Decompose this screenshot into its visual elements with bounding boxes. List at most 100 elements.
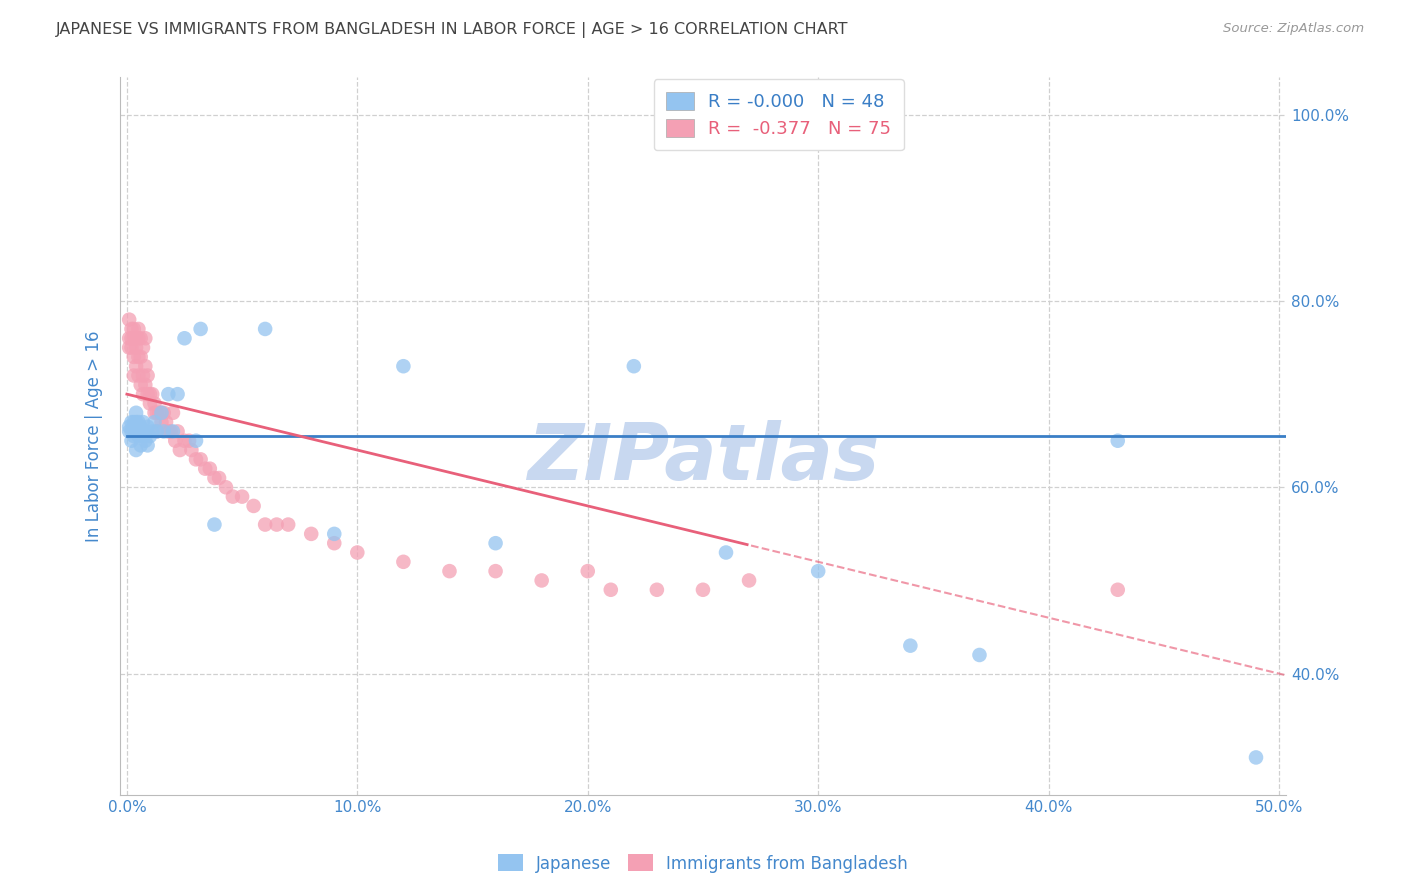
Point <box>132 341 155 355</box>
Point <box>125 341 148 355</box>
Point <box>738 574 761 588</box>
Point <box>129 331 152 345</box>
Point <box>118 425 141 439</box>
Point <box>121 341 143 355</box>
Point <box>125 425 148 439</box>
Point <box>204 517 226 532</box>
Point <box>132 387 155 401</box>
Point <box>222 490 245 504</box>
Point <box>231 490 253 504</box>
Point <box>204 471 226 485</box>
Point <box>254 322 277 336</box>
Point <box>190 452 212 467</box>
Point <box>139 396 162 410</box>
Point <box>969 648 991 662</box>
Point <box>122 350 145 364</box>
Point <box>150 406 173 420</box>
Point <box>122 419 145 434</box>
Point <box>180 443 202 458</box>
Point <box>266 517 288 532</box>
Point <box>166 425 188 439</box>
Point <box>143 406 166 420</box>
Point <box>177 434 200 448</box>
Point <box>134 331 156 345</box>
Point <box>146 406 169 420</box>
Point <box>122 429 145 443</box>
Legend: Japanese, Immigrants from Bangladesh: Japanese, Immigrants from Bangladesh <box>491 847 915 880</box>
Point <box>132 415 155 429</box>
Point <box>132 429 155 443</box>
Point <box>484 564 506 578</box>
Point <box>122 331 145 345</box>
Point <box>150 406 173 420</box>
Point <box>323 536 346 550</box>
Point <box>127 425 149 439</box>
Point <box>299 527 322 541</box>
Point <box>157 425 180 439</box>
Point <box>392 359 415 374</box>
Point <box>198 461 221 475</box>
Point <box>134 359 156 374</box>
Point <box>122 322 145 336</box>
Point <box>129 377 152 392</box>
Point <box>173 331 195 345</box>
Point <box>122 368 145 383</box>
Point <box>141 387 163 401</box>
Point <box>121 415 143 429</box>
Legend: R = -0.000   N = 48, R =  -0.377   N = 75: R = -0.000 N = 48, R = -0.377 N = 75 <box>654 79 904 151</box>
Point <box>692 582 714 597</box>
Point <box>898 639 921 653</box>
Point <box>190 322 212 336</box>
Point <box>1107 434 1129 448</box>
Point <box>1244 750 1267 764</box>
Point <box>118 341 141 355</box>
Point <box>136 419 159 434</box>
Point <box>125 359 148 374</box>
Point <box>148 406 170 420</box>
Point <box>118 312 141 326</box>
Point <box>169 443 191 458</box>
Point <box>162 406 184 420</box>
Point <box>254 517 277 532</box>
Point <box>118 331 141 345</box>
Point <box>127 350 149 364</box>
Point <box>127 322 149 336</box>
Point <box>346 545 368 559</box>
Point <box>127 331 149 345</box>
Point <box>125 443 148 458</box>
Point <box>143 415 166 429</box>
Point <box>152 406 174 420</box>
Point <box>127 429 149 443</box>
Point <box>136 368 159 383</box>
Point <box>165 434 187 448</box>
Point <box>159 425 181 439</box>
Point <box>139 387 162 401</box>
Text: Source: ZipAtlas.com: Source: ZipAtlas.com <box>1223 22 1364 36</box>
Point <box>143 396 166 410</box>
Point <box>129 350 152 364</box>
Point <box>807 564 830 578</box>
Point <box>645 582 668 597</box>
Point <box>439 564 461 578</box>
Point <box>184 434 207 448</box>
Point <box>129 438 152 452</box>
Point <box>155 415 177 429</box>
Point <box>166 387 188 401</box>
Point <box>136 387 159 401</box>
Point <box>208 471 231 485</box>
Y-axis label: In Labor Force | Age > 16: In Labor Force | Age > 16 <box>86 330 103 541</box>
Point <box>714 545 737 559</box>
Point <box>125 406 148 420</box>
Point <box>194 461 217 475</box>
Point <box>127 368 149 383</box>
Point <box>125 331 148 345</box>
Point <box>242 499 264 513</box>
Point <box>146 425 169 439</box>
Point <box>392 555 415 569</box>
Point <box>215 480 238 494</box>
Point <box>132 368 155 383</box>
Point <box>121 322 143 336</box>
Point <box>121 434 143 448</box>
Point <box>127 415 149 429</box>
Point <box>184 452 207 467</box>
